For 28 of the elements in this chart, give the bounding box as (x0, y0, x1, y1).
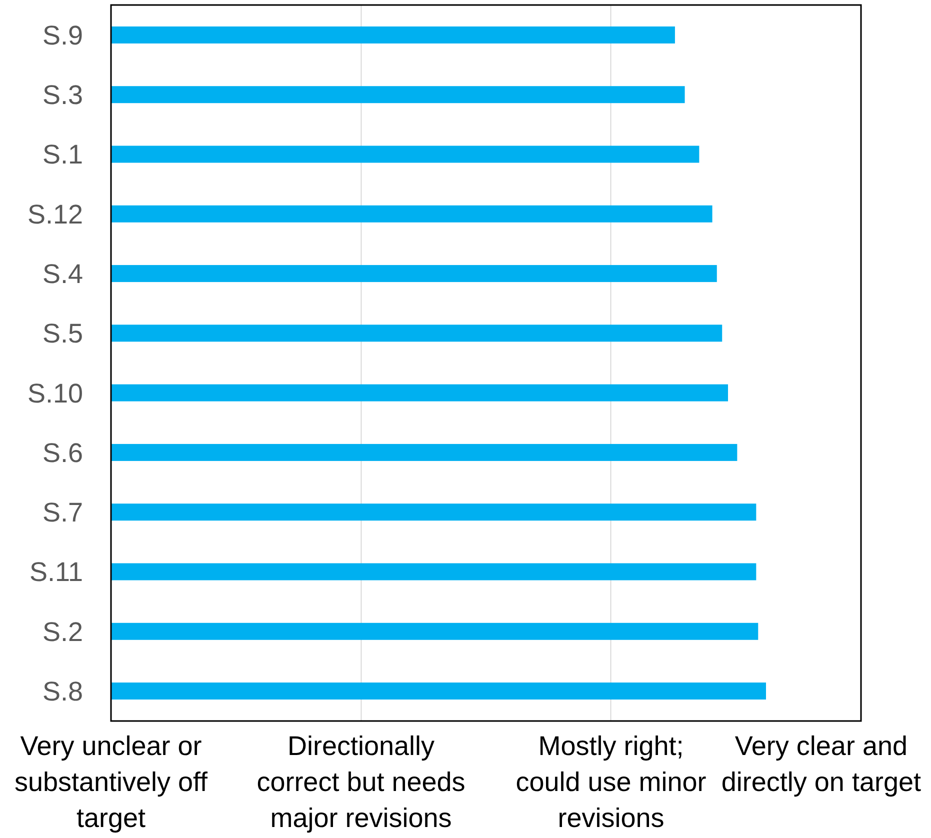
y-tick-label: S.1 (42, 140, 83, 170)
bar (111, 86, 685, 104)
bar (111, 265, 717, 282)
y-tick-label: S.11 (29, 557, 83, 588)
y-tick-label: S.10 (27, 378, 83, 408)
text: Very clear and directly on target (721, 731, 922, 797)
text: Very unclear or substantively off target (14, 731, 208, 833)
bar (111, 444, 738, 461)
bar (111, 563, 756, 580)
y-tick-label: S.3 (42, 80, 83, 110)
bar (111, 205, 712, 222)
y-tick-label: S.9 (42, 20, 83, 50)
y-tick-label: S.8 (42, 676, 83, 706)
bar (111, 682, 766, 700)
y-tick-label: S.4 (42, 258, 83, 289)
y-tick-label: S.7 (42, 498, 83, 528)
y-tick-label: S.12 (27, 199, 83, 230)
text: Directionally correct but needs major revisions (256, 731, 466, 833)
bar (111, 26, 675, 44)
bar (111, 324, 722, 342)
y-tick-label: S.5 (42, 318, 83, 349)
text: Mostly right; could use minor revisions (516, 731, 706, 833)
bar (111, 146, 700, 163)
y-tick-label: S.6 (42, 438, 83, 468)
y-tick-label: S.2 (42, 616, 83, 647)
bar (111, 622, 758, 640)
bar (111, 504, 756, 521)
bar (111, 384, 728, 402)
